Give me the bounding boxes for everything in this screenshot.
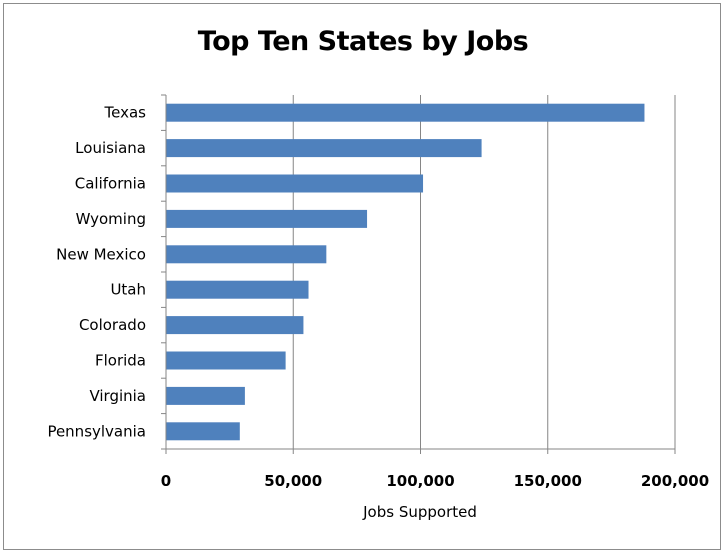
category-label: Virginia bbox=[89, 387, 146, 405]
x-tick-label: 50,000 bbox=[264, 472, 322, 490]
category-labels: Texas Louisiana California Wyoming New Mexic… bbox=[47, 104, 146, 441]
bar-pennsylvania bbox=[166, 422, 240, 441]
bar-new-mexico bbox=[166, 245, 327, 264]
chart-frame bbox=[3, 3, 721, 550]
category-label: New Mexico bbox=[56, 245, 146, 263]
bars bbox=[166, 103, 645, 441]
x-axis-title: Jobs Supported bbox=[363, 503, 477, 521]
category-label: Pennsylvania bbox=[47, 422, 146, 440]
x-tick-label: 200,000 bbox=[641, 472, 709, 490]
category-label: Colorado bbox=[79, 316, 146, 334]
axes bbox=[161, 94, 676, 454]
category-label: Texas bbox=[104, 104, 147, 122]
category-label: Louisiana bbox=[75, 139, 146, 157]
category-label: Florida bbox=[95, 352, 146, 370]
bar-texas bbox=[166, 103, 645, 122]
x-tick-label: 150,000 bbox=[514, 472, 582, 490]
x-tick-labels: 0 50,000 100,000 150,000 200,000 bbox=[161, 472, 709, 490]
category-label: Utah bbox=[110, 281, 146, 299]
bar-colorado bbox=[166, 316, 304, 335]
category-label: California bbox=[75, 175, 146, 193]
bar-florida bbox=[166, 351, 286, 370]
chart-title: Top Ten States by Jobs bbox=[197, 26, 529, 57]
category-label: Wyoming bbox=[76, 210, 146, 228]
bar-california bbox=[166, 174, 424, 193]
x-tick-label: 0 bbox=[161, 472, 171, 490]
bar-louisiana bbox=[166, 139, 482, 158]
bar-wyoming bbox=[166, 209, 368, 228]
x-tick-label: 100,000 bbox=[386, 472, 454, 490]
bar-utah bbox=[166, 280, 309, 299]
bar-virginia bbox=[166, 386, 245, 405]
